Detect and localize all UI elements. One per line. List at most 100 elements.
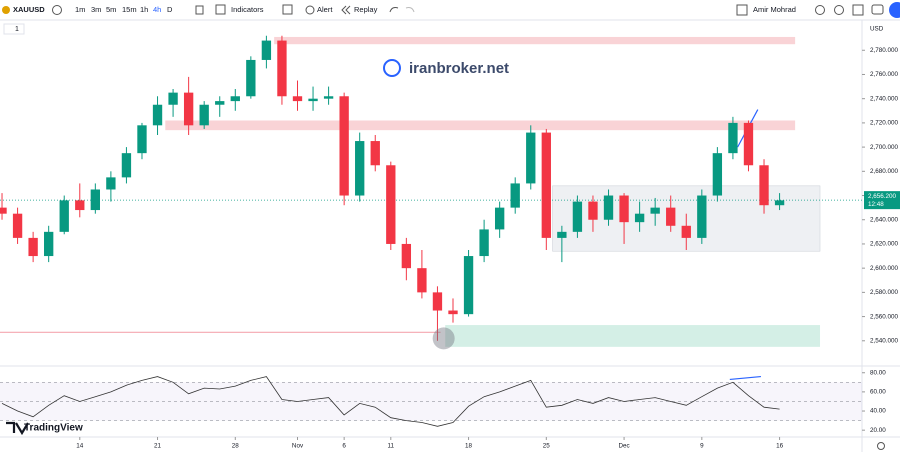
candle-body bbox=[106, 177, 116, 190]
candle-body bbox=[386, 165, 396, 244]
candle-body bbox=[12, 213, 23, 238]
candle-body bbox=[230, 96, 240, 102]
candle-body bbox=[666, 207, 676, 226]
symbol[interactable]: XAUUSD bbox=[13, 5, 45, 14]
candle-body bbox=[619, 195, 629, 223]
interval-button[interactable]: 5m bbox=[106, 5, 116, 14]
candle-body bbox=[401, 243, 412, 269]
y-tick-label: 2,700.000 bbox=[870, 144, 899, 151]
x-tick-label: 16 bbox=[776, 443, 784, 450]
indicators-icon[interactable] bbox=[215, 4, 226, 15]
interval-button[interactable]: 1m bbox=[75, 5, 85, 14]
add-symbol[interactable] bbox=[52, 5, 62, 15]
candle-body bbox=[121, 153, 132, 178]
candle-body bbox=[697, 195, 707, 238]
candle-body bbox=[292, 96, 303, 102]
y-tick-label: 2,560.000 bbox=[870, 313, 899, 320]
price-badge bbox=[864, 191, 900, 210]
publish-button[interactable] bbox=[889, 2, 900, 18]
x-tick-label: 25 bbox=[543, 443, 551, 450]
x-tick-label: Nov bbox=[292, 443, 304, 450]
candle-body bbox=[0, 207, 7, 214]
candle-body bbox=[323, 96, 334, 99]
legend-toggle[interactable] bbox=[3, 23, 25, 35]
alert-icon[interactable] bbox=[305, 5, 315, 15]
snapshot-icon[interactable] bbox=[871, 4, 884, 15]
watermark-icon bbox=[383, 59, 401, 77]
candle-body bbox=[44, 231, 54, 257]
alert-button[interactable]: Alert bbox=[317, 5, 333, 14]
y-tick-label: 2,720.000 bbox=[870, 120, 899, 127]
candle-body bbox=[463, 256, 474, 315]
time-settings[interactable] bbox=[877, 442, 885, 450]
candle-body bbox=[603, 195, 614, 220]
y-tick-label: 2,740.000 bbox=[870, 95, 899, 102]
rsi-band bbox=[0, 382, 862, 421]
rsi-line bbox=[1, 376, 780, 427]
candle-body bbox=[494, 207, 505, 230]
candle-body bbox=[215, 101, 225, 105]
brand-name: TradingView bbox=[24, 423, 83, 434]
candle-body bbox=[90, 189, 100, 211]
y-tick-label: 2,780.000 bbox=[870, 47, 899, 54]
candle-body bbox=[137, 125, 147, 154]
brand-logo bbox=[6, 421, 29, 436]
candle-body bbox=[308, 98, 318, 102]
candle-body bbox=[634, 213, 645, 223]
candle-body bbox=[728, 122, 738, 154]
settings-icon[interactable] bbox=[834, 5, 844, 15]
interval-button[interactable]: 1h bbox=[140, 5, 148, 14]
candle-body bbox=[75, 200, 85, 211]
x-tick-label: Dec bbox=[618, 443, 629, 450]
candle-body bbox=[510, 183, 520, 208]
candle-body bbox=[417, 268, 427, 293]
drawn-line bbox=[729, 375, 761, 381]
candle-body bbox=[743, 122, 754, 166]
candle-body bbox=[572, 201, 583, 232]
x-tick-label: 21 bbox=[154, 443, 162, 450]
x-tick-label: 28 bbox=[232, 443, 240, 450]
replay-button[interactable]: Replay bbox=[354, 5, 378, 14]
x-tick-label: 14 bbox=[76, 443, 84, 450]
redo-icon[interactable] bbox=[405, 7, 415, 13]
indicators-button[interactable]: Indicators bbox=[231, 5, 264, 14]
search-icon[interactable] bbox=[815, 5, 825, 15]
chart-type-icon[interactable] bbox=[195, 5, 204, 15]
candle-body bbox=[28, 237, 38, 257]
candle-body bbox=[774, 200, 785, 206]
candle-body bbox=[557, 231, 567, 238]
legend-count: 1 bbox=[15, 26, 19, 33]
undo-icon[interactable] bbox=[389, 7, 399, 13]
candle-body bbox=[246, 59, 256, 97]
fullscreen-icon[interactable] bbox=[852, 4, 864, 16]
candle-body bbox=[479, 229, 489, 257]
zone bbox=[445, 325, 821, 347]
candle-body bbox=[355, 141, 365, 196]
candle-body bbox=[277, 40, 287, 97]
interval-button[interactable]: 3m bbox=[91, 5, 101, 14]
x-tick-label: 18 bbox=[465, 443, 473, 450]
countdown: 12:48 bbox=[868, 201, 884, 208]
candle-body bbox=[432, 292, 443, 311]
candle-body bbox=[448, 310, 458, 315]
candle-body bbox=[759, 165, 769, 206]
user-name[interactable]: Amir Mohrad bbox=[753, 5, 796, 14]
candle-body bbox=[370, 141, 380, 166]
templates-icon[interactable] bbox=[282, 4, 293, 15]
candle-body bbox=[199, 104, 209, 126]
candle-body bbox=[712, 153, 723, 196]
layout-icon[interactable] bbox=[736, 4, 748, 16]
y-tick-label: 2,760.000 bbox=[870, 71, 899, 78]
candle-body bbox=[183, 92, 194, 126]
interval-button[interactable]: D bbox=[167, 5, 173, 14]
candle-body bbox=[650, 207, 660, 214]
zone bbox=[165, 120, 796, 131]
candle-body bbox=[59, 200, 69, 232]
symbol-icon bbox=[2, 6, 10, 14]
replay-icon[interactable] bbox=[341, 5, 351, 15]
y-tick-label: 2,540.000 bbox=[870, 337, 899, 344]
interval-button[interactable]: 15m bbox=[122, 5, 137, 14]
interval-button[interactable]: 4h bbox=[153, 5, 161, 14]
candle-body bbox=[261, 40, 272, 60]
